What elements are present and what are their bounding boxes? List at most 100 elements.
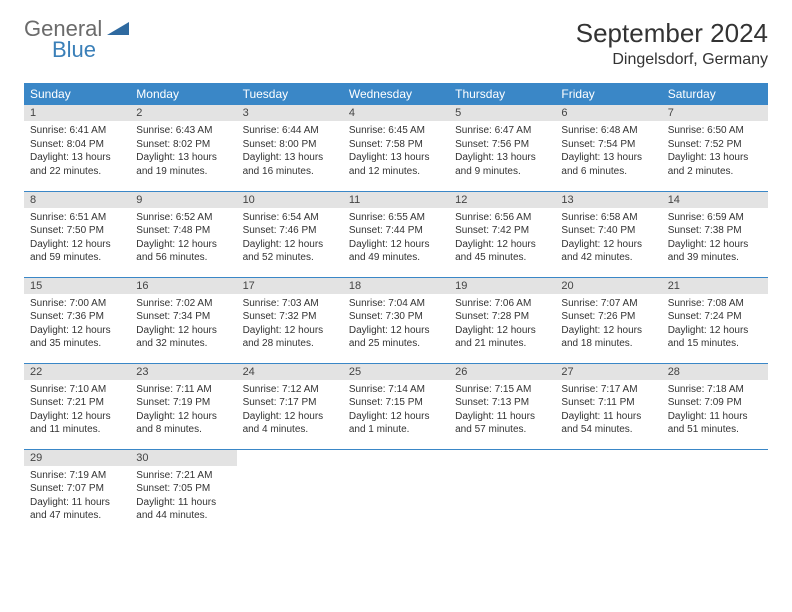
day-details: Sunrise: 7:19 AMSunset: 7:07 PMDaylight:… [24, 466, 130, 527]
day-details: Sunrise: 6:56 AMSunset: 7:42 PMDaylight:… [449, 208, 555, 269]
day-number: 2 [130, 105, 236, 121]
day-number: 20 [555, 278, 661, 294]
day-number: 9 [130, 192, 236, 208]
day-number: 12 [449, 192, 555, 208]
calendar-head: SundayMondayTuesdayWednesdayThursdayFrid… [24, 83, 768, 105]
day-number: 8 [24, 192, 130, 208]
day-details: Sunrise: 7:11 AMSunset: 7:19 PMDaylight:… [130, 380, 236, 441]
day-details: Sunrise: 6:51 AMSunset: 7:50 PMDaylight:… [24, 208, 130, 269]
calendar-cell: 15Sunrise: 7:00 AMSunset: 7:36 PMDayligh… [24, 277, 130, 363]
day-details: Sunrise: 6:55 AMSunset: 7:44 PMDaylight:… [343, 208, 449, 269]
day-header: Thursday [449, 83, 555, 105]
calendar-cell: 29Sunrise: 7:19 AMSunset: 7:07 PMDayligh… [24, 449, 130, 535]
calendar-cell: 11Sunrise: 6:55 AMSunset: 7:44 PMDayligh… [343, 191, 449, 277]
day-details: Sunrise: 7:06 AMSunset: 7:28 PMDaylight:… [449, 294, 555, 355]
calendar-cell: 13Sunrise: 6:58 AMSunset: 7:40 PMDayligh… [555, 191, 661, 277]
day-number: 24 [237, 364, 343, 380]
day-details: Sunrise: 6:47 AMSunset: 7:56 PMDaylight:… [449, 121, 555, 182]
day-details: Sunrise: 7:03 AMSunset: 7:32 PMDaylight:… [237, 294, 343, 355]
day-details: Sunrise: 7:07 AMSunset: 7:26 PMDaylight:… [555, 294, 661, 355]
day-number: 27 [555, 364, 661, 380]
page-header: General Blue September 2024 Dingelsdorf,… [24, 18, 768, 69]
day-number: 17 [237, 278, 343, 294]
day-details: Sunrise: 6:50 AMSunset: 7:52 PMDaylight:… [662, 121, 768, 182]
calendar-cell: 8Sunrise: 6:51 AMSunset: 7:50 PMDaylight… [24, 191, 130, 277]
day-details: Sunrise: 6:43 AMSunset: 8:02 PMDaylight:… [130, 121, 236, 182]
calendar-cell: 1Sunrise: 6:41 AMSunset: 8:04 PMDaylight… [24, 105, 130, 191]
day-details: Sunrise: 7:12 AMSunset: 7:17 PMDaylight:… [237, 380, 343, 441]
calendar-cell: 20Sunrise: 7:07 AMSunset: 7:26 PMDayligh… [555, 277, 661, 363]
logo-triangle-icon [107, 20, 129, 41]
calendar-cell: 9Sunrise: 6:52 AMSunset: 7:48 PMDaylight… [130, 191, 236, 277]
day-details: Sunrise: 6:54 AMSunset: 7:46 PMDaylight:… [237, 208, 343, 269]
day-number: 29 [24, 450, 130, 466]
day-details: Sunrise: 6:48 AMSunset: 7:54 PMDaylight:… [555, 121, 661, 182]
day-number: 7 [662, 105, 768, 121]
day-number: 28 [662, 364, 768, 380]
day-details: Sunrise: 7:14 AMSunset: 7:15 PMDaylight:… [343, 380, 449, 441]
day-header: Sunday [24, 83, 130, 105]
title-block: September 2024 Dingelsdorf, Germany [576, 18, 768, 69]
day-number: 22 [24, 364, 130, 380]
day-number: 14 [662, 192, 768, 208]
day-number: 30 [130, 450, 236, 466]
day-number: 5 [449, 105, 555, 121]
day-header: Tuesday [237, 83, 343, 105]
day-details: Sunrise: 6:52 AMSunset: 7:48 PMDaylight:… [130, 208, 236, 269]
calendar-cell [555, 449, 661, 535]
calendar-cell: 14Sunrise: 6:59 AMSunset: 7:38 PMDayligh… [662, 191, 768, 277]
brand-logo: General Blue [24, 18, 129, 61]
day-number: 18 [343, 278, 449, 294]
day-details: Sunrise: 6:58 AMSunset: 7:40 PMDaylight:… [555, 208, 661, 269]
calendar-cell: 10Sunrise: 6:54 AMSunset: 7:46 PMDayligh… [237, 191, 343, 277]
calendar-cell: 26Sunrise: 7:15 AMSunset: 7:13 PMDayligh… [449, 363, 555, 449]
calendar-cell: 19Sunrise: 7:06 AMSunset: 7:28 PMDayligh… [449, 277, 555, 363]
calendar-cell: 6Sunrise: 6:48 AMSunset: 7:54 PMDaylight… [555, 105, 661, 191]
calendar-table: SundayMondayTuesdayWednesdayThursdayFrid… [24, 83, 768, 535]
calendar-cell: 22Sunrise: 7:10 AMSunset: 7:21 PMDayligh… [24, 363, 130, 449]
calendar-cell: 16Sunrise: 7:02 AMSunset: 7:34 PMDayligh… [130, 277, 236, 363]
calendar-cell [237, 449, 343, 535]
day-number: 26 [449, 364, 555, 380]
calendar-cell: 4Sunrise: 6:45 AMSunset: 7:58 PMDaylight… [343, 105, 449, 191]
calendar-cell: 27Sunrise: 7:17 AMSunset: 7:11 PMDayligh… [555, 363, 661, 449]
day-number: 3 [237, 105, 343, 121]
calendar-cell: 30Sunrise: 7:21 AMSunset: 7:05 PMDayligh… [130, 449, 236, 535]
calendar-cell: 28Sunrise: 7:18 AMSunset: 7:09 PMDayligh… [662, 363, 768, 449]
day-number: 10 [237, 192, 343, 208]
day-number: 1 [24, 105, 130, 121]
day-number: 23 [130, 364, 236, 380]
day-header: Monday [130, 83, 236, 105]
day-details: Sunrise: 7:08 AMSunset: 7:24 PMDaylight:… [662, 294, 768, 355]
calendar-cell: 5Sunrise: 6:47 AMSunset: 7:56 PMDaylight… [449, 105, 555, 191]
day-number: 21 [662, 278, 768, 294]
calendar-cell [449, 449, 555, 535]
day-details: Sunrise: 7:21 AMSunset: 7:05 PMDaylight:… [130, 466, 236, 527]
day-number: 25 [343, 364, 449, 380]
day-number: 15 [24, 278, 130, 294]
calendar-cell: 24Sunrise: 7:12 AMSunset: 7:17 PMDayligh… [237, 363, 343, 449]
day-number: 19 [449, 278, 555, 294]
calendar-cell: 18Sunrise: 7:04 AMSunset: 7:30 PMDayligh… [343, 277, 449, 363]
day-details: Sunrise: 7:02 AMSunset: 7:34 PMDaylight:… [130, 294, 236, 355]
brand-name-2: Blue [52, 39, 129, 61]
calendar-cell: 21Sunrise: 7:08 AMSunset: 7:24 PMDayligh… [662, 277, 768, 363]
day-details: Sunrise: 7:15 AMSunset: 7:13 PMDaylight:… [449, 380, 555, 441]
calendar-cell [343, 449, 449, 535]
day-header: Wednesday [343, 83, 449, 105]
day-details: Sunrise: 6:59 AMSunset: 7:38 PMDaylight:… [662, 208, 768, 269]
month-title: September 2024 [576, 18, 768, 49]
day-details: Sunrise: 7:18 AMSunset: 7:09 PMDaylight:… [662, 380, 768, 441]
calendar-body: 1Sunrise: 6:41 AMSunset: 8:04 PMDaylight… [24, 105, 768, 535]
day-details: Sunrise: 7:17 AMSunset: 7:11 PMDaylight:… [555, 380, 661, 441]
day-details: Sunrise: 6:44 AMSunset: 8:00 PMDaylight:… [237, 121, 343, 182]
day-number: 13 [555, 192, 661, 208]
day-number: 4 [343, 105, 449, 121]
day-number: 16 [130, 278, 236, 294]
day-header: Saturday [662, 83, 768, 105]
day-details: Sunrise: 6:45 AMSunset: 7:58 PMDaylight:… [343, 121, 449, 182]
day-details: Sunrise: 7:04 AMSunset: 7:30 PMDaylight:… [343, 294, 449, 355]
day-details: Sunrise: 6:41 AMSunset: 8:04 PMDaylight:… [24, 121, 130, 182]
calendar-cell: 12Sunrise: 6:56 AMSunset: 7:42 PMDayligh… [449, 191, 555, 277]
day-number: 11 [343, 192, 449, 208]
